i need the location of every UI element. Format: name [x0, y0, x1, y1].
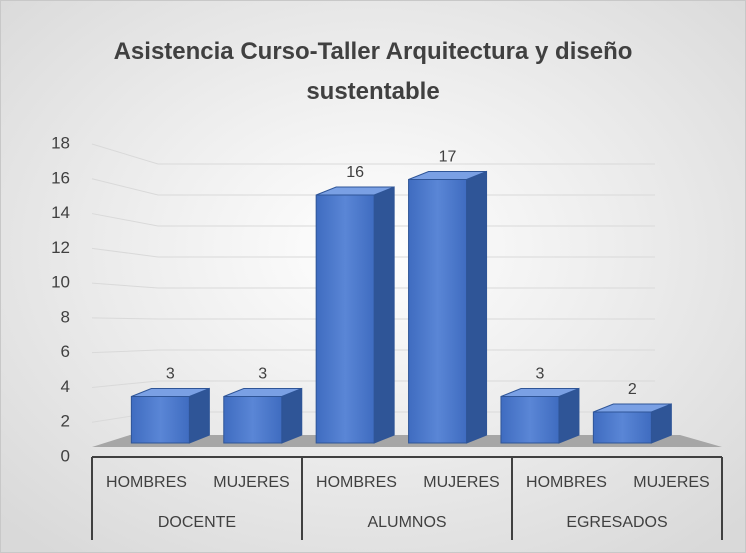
data-label: 3	[536, 366, 545, 383]
y-tick-label: 12	[51, 238, 70, 257]
bar	[315, 186, 395, 444]
bar-front	[315, 194, 375, 444]
chart-title: Asistencia Curso-Taller Arquitectura y d…	[113, 38, 633, 105]
group-label: ALUMNOS	[367, 514, 446, 531]
x-tick-label: MUJERES	[213, 474, 289, 491]
bar	[592, 403, 672, 444]
group-label: EGRESADOS	[566, 514, 667, 531]
y-tick-label: 18	[51, 133, 70, 152]
y-tick-label: 6	[61, 342, 70, 361]
y-tick-label: 4	[61, 377, 70, 396]
grid-line	[91, 317, 655, 320]
data-label: 3	[258, 366, 267, 383]
x-tick-label: HOMBRES	[106, 474, 187, 491]
x-tick-label: MUJERES	[633, 474, 709, 491]
x-tick-label: MUJERES	[423, 474, 499, 491]
y-tick-label: 14	[51, 203, 70, 222]
bar-side	[188, 387, 210, 444]
bar-front	[223, 396, 283, 444]
bar-side	[281, 387, 303, 444]
bar	[223, 387, 303, 444]
bar-front	[408, 179, 468, 444]
bar	[500, 387, 580, 444]
grid-line	[91, 143, 655, 165]
grid-line	[91, 178, 655, 196]
y-tick-label: 2	[61, 412, 70, 431]
grid-line	[91, 282, 655, 289]
bar-front	[130, 396, 190, 444]
y-tick-label: 10	[51, 273, 70, 292]
data-label: 2	[628, 381, 637, 398]
grid-line	[91, 247, 655, 258]
data-label: 17	[439, 149, 457, 166]
x-tick-label: HOMBRES	[526, 474, 607, 491]
data-label: 3	[166, 366, 175, 383]
grid-line	[91, 349, 655, 354]
y-tick-label: 16	[51, 168, 70, 187]
bar-side	[466, 170, 488, 444]
x-tick-label: HOMBRES	[316, 474, 397, 491]
grid-line	[91, 380, 655, 388]
bar-side	[558, 387, 580, 444]
y-tick-label: 0	[61, 446, 70, 465]
group-label: DOCENTE	[158, 514, 236, 531]
bar-front	[500, 396, 560, 444]
grid-line	[91, 213, 655, 227]
bar	[408, 170, 488, 444]
bar-front	[592, 411, 652, 444]
bar-side	[373, 186, 395, 444]
bar	[130, 387, 210, 444]
y-tick-label: 8	[61, 307, 70, 326]
data-label: 16	[346, 164, 364, 181]
